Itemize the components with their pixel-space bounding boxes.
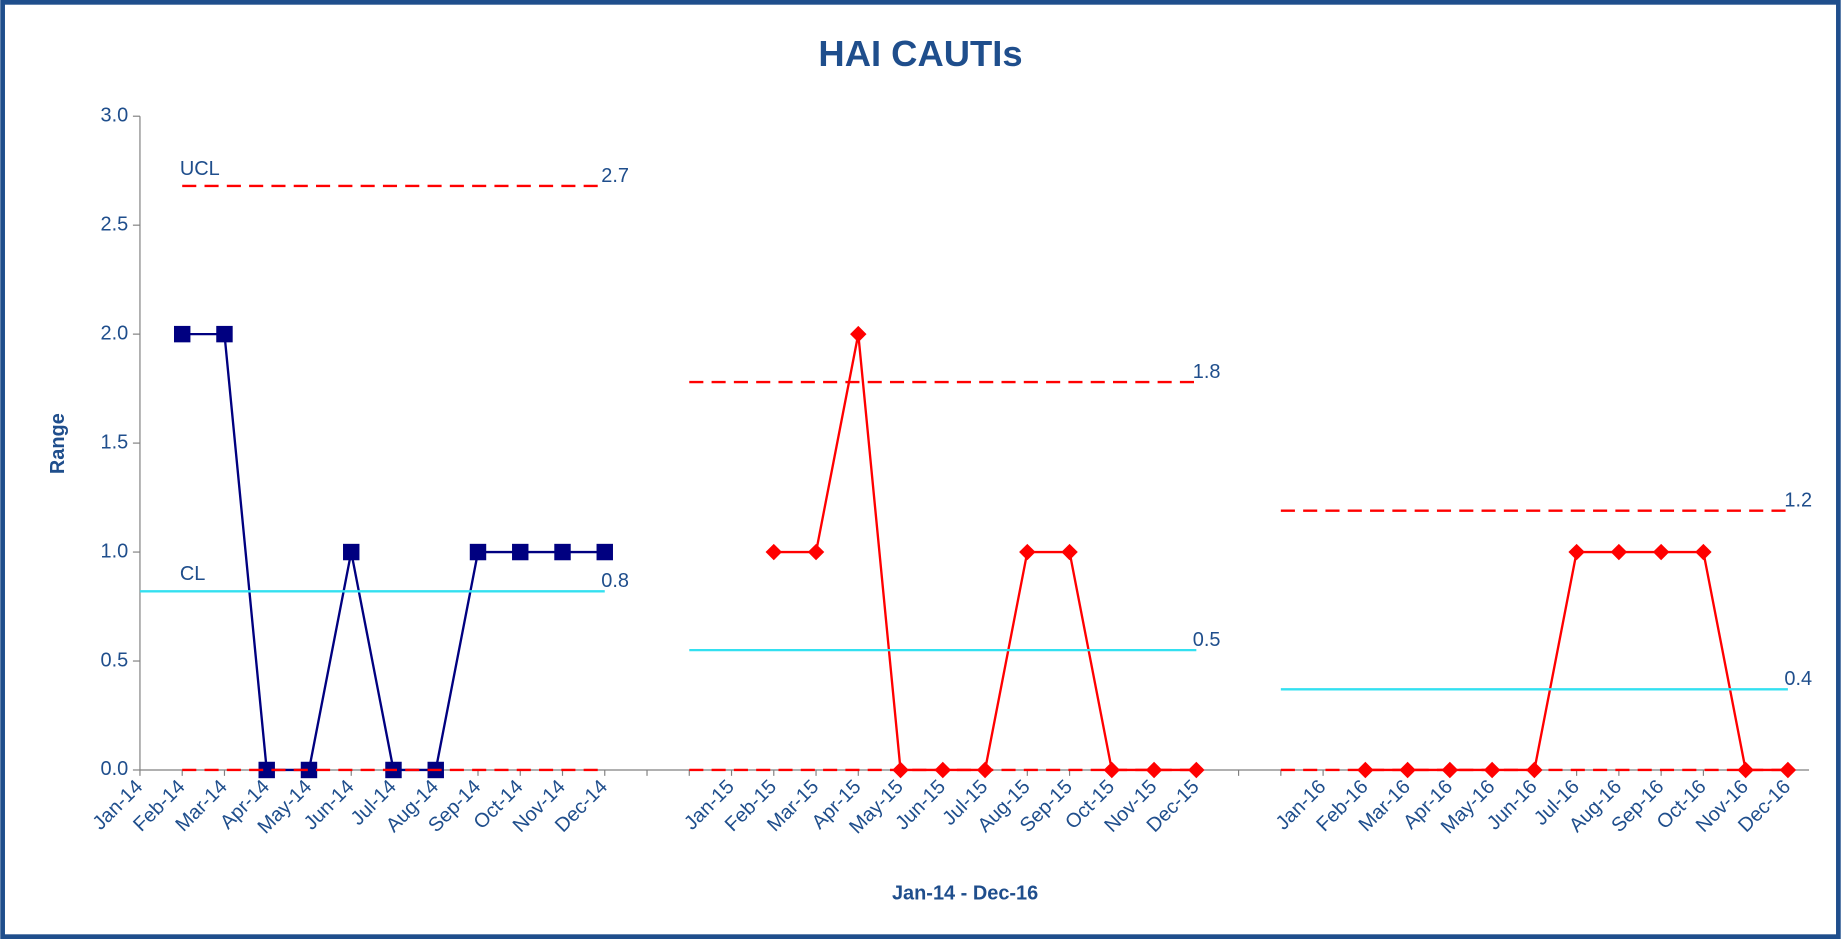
data-point [469, 543, 487, 561]
data-point [512, 543, 529, 561]
data-point [1568, 543, 1585, 561]
y-tick-label: 2.5 [100, 213, 128, 235]
series-label: UCL [180, 158, 220, 180]
data-label: 2.7 [601, 165, 629, 187]
data-point [1695, 543, 1712, 561]
series-line [182, 184, 1788, 512]
data-label: 1.8 [1193, 361, 1221, 383]
data-point [765, 543, 782, 561]
data-point [807, 543, 825, 561]
series-label: CL [180, 563, 205, 585]
data-point [1061, 543, 1078, 561]
data-point [300, 761, 318, 779]
data-point [1652, 543, 1670, 561]
data-label: 0.5 [1193, 629, 1221, 651]
data-point [216, 325, 233, 343]
data-point [1019, 543, 1036, 561]
data-point [596, 543, 613, 561]
data-point [1610, 543, 1628, 561]
y-tick-label: 3.0 [100, 104, 128, 126]
y-tick-label: 0.0 [100, 758, 128, 780]
data-point [258, 761, 275, 779]
chart-title: HAI CAUTIs [818, 33, 1022, 74]
y-tick-label: 0.5 [100, 649, 128, 671]
series-line [139, 590, 1788, 691]
y-tick-label: 1.5 [100, 431, 128, 453]
data-label: 0.8 [601, 570, 629, 592]
data-point [343, 543, 360, 561]
x-axis-title: Jan-14 - Dec-16 [892, 883, 1038, 905]
y-tick-label: 2.0 [100, 322, 128, 344]
y-axis-title: Range [47, 413, 69, 474]
data-point [173, 325, 191, 343]
y-tick-label: 1.0 [100, 540, 128, 562]
data-label: 0.4 [1784, 668, 1812, 690]
data-point [554, 543, 571, 561]
data-label: 1.2 [1784, 490, 1812, 512]
